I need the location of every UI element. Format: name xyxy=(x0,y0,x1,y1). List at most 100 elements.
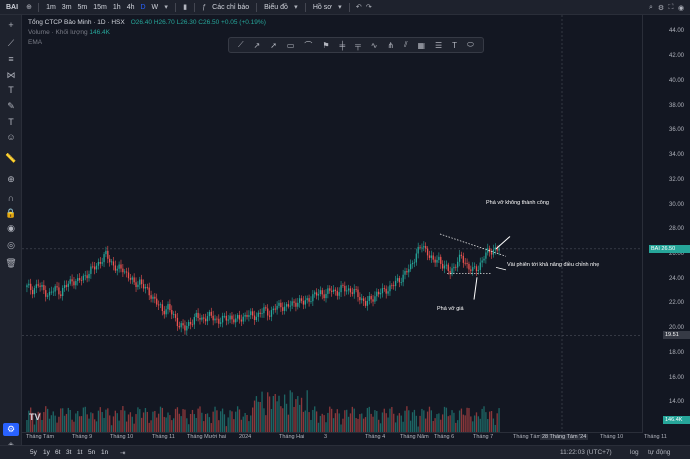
indicators-button[interactable]: Các chỉ báo xyxy=(212,3,250,11)
candle-body xyxy=(278,302,280,306)
volume-bar xyxy=(466,407,468,432)
range-6m[interactable]: 6t xyxy=(55,449,61,456)
interval-1m[interactable]: 1m xyxy=(46,3,56,11)
candle-body xyxy=(144,286,147,289)
volume-bar xyxy=(95,421,98,432)
line-tool-icon[interactable]: ⟋ xyxy=(237,40,244,49)
object-tree-icon[interactable]: ⚙ xyxy=(3,423,19,436)
range-5y[interactable]: 5y xyxy=(30,449,37,456)
volume-bar xyxy=(169,415,171,432)
path-tool-icon[interactable]: ⌒ xyxy=(304,40,313,50)
zoom-in-icon[interactable]: ⊕ xyxy=(7,174,15,184)
range-5d[interactable]: 5n xyxy=(88,449,96,456)
redo-icon[interactable]: ↷ xyxy=(365,4,372,11)
trash-icon[interactable]: 🗑 xyxy=(5,258,17,268)
trendline-icon[interactable]: ⟋ xyxy=(7,38,15,48)
candle-body xyxy=(492,249,495,255)
candle-type-icon[interactable]: ▮ xyxy=(183,4,188,11)
volume-bar xyxy=(206,413,209,432)
x-tick: Tháng 10 xyxy=(600,434,624,440)
range-1y[interactable]: 1y xyxy=(43,449,50,456)
tradingview-logo[interactable]: TV xyxy=(29,412,41,422)
y-tick: 20.00 xyxy=(669,325,685,332)
volume-bar xyxy=(107,408,109,432)
gann-tool-icon[interactable]: ▦ xyxy=(417,40,426,50)
volume-bar xyxy=(240,419,243,432)
crosshair-icon[interactable]: + xyxy=(8,20,14,30)
magnet-icon[interactable]: ∩ xyxy=(7,193,15,203)
interval-4h[interactable]: 4h xyxy=(126,3,135,11)
undo-icon[interactable]: ↶ xyxy=(355,4,362,11)
chevron-down-icon[interactable]: ▾ xyxy=(294,4,298,11)
candle-body xyxy=(86,275,88,279)
rect-tool-icon[interactable]: ▭ xyxy=(286,40,295,50)
search-icon[interactable]: ⌕ xyxy=(649,3,653,11)
emoji-icon[interactable]: ☺ xyxy=(6,132,16,142)
fib-tool-icon[interactable]: ☰ xyxy=(435,40,443,50)
volume-bar xyxy=(325,422,327,432)
pattern-icon[interactable]: ⋈ xyxy=(6,70,16,80)
range-1m[interactable]: 1t xyxy=(77,449,83,456)
crossline-tool-icon[interactable]: ╪ xyxy=(339,40,346,50)
brush-icon[interactable]: ✎ xyxy=(7,101,15,111)
text-tool-icon[interactable]: T xyxy=(8,85,14,95)
channel-tool-icon[interactable]: ⫽ xyxy=(404,40,408,49)
volume-bar xyxy=(351,406,354,432)
interval-15m[interactable]: 15m xyxy=(93,3,107,11)
volume-bar xyxy=(186,418,188,432)
volume-bar xyxy=(334,413,337,432)
interval-3m[interactable]: 3m xyxy=(61,3,72,11)
fib-icon[interactable]: ≡ xyxy=(8,54,14,64)
lock-icon[interactable]: 🔒 xyxy=(5,208,17,218)
range-3m[interactable]: 3t xyxy=(66,449,72,456)
eye-icon[interactable]: ◎ xyxy=(7,240,15,250)
wave-tool-icon[interactable]: ∿ xyxy=(370,40,378,50)
ray-tool-icon[interactable]: ↗ xyxy=(253,40,261,50)
auto-toggle[interactable]: tự động xyxy=(648,449,671,456)
candle-body xyxy=(340,285,342,293)
chart-button[interactable]: Biểu đồ xyxy=(264,3,288,11)
snapshot-icon[interactable]: ◉ xyxy=(677,4,685,12)
candle-body xyxy=(295,302,297,307)
hline-tool-icon[interactable]: ╤ xyxy=(355,40,361,50)
chevron-down-icon[interactable]: ▾ xyxy=(338,4,342,11)
arrow-tool-icon[interactable]: ➚ xyxy=(270,40,277,50)
settings-icon[interactable]: ⚙ xyxy=(657,4,665,12)
interval-1h[interactable]: 1h xyxy=(112,3,121,11)
add-compare-icon[interactable]: ⊕ xyxy=(26,4,32,11)
volume-bar xyxy=(411,412,414,432)
fork-tool-icon[interactable]: ⋔ xyxy=(387,40,395,50)
price-chart[interactable] xyxy=(22,15,642,432)
range-1d[interactable]: 1n xyxy=(101,449,109,456)
volume-bar xyxy=(415,415,417,432)
time-axis[interactable]: Tháng Tám Tháng 9 Tháng 10 Tháng 11 Tháng Mư… xyxy=(22,432,667,445)
annotation-icon[interactable]: T xyxy=(8,117,14,127)
interval-d[interactable]: D xyxy=(140,3,146,11)
ruler-icon[interactable]: 📏 xyxy=(5,153,17,163)
interval-w[interactable]: W xyxy=(151,3,159,11)
chevron-down-icon[interactable]: ▾ xyxy=(164,4,168,11)
price-axis[interactable]: 44.00 42.00 40.00 38.00 36.00 34.00 32.00 30.00… xyxy=(642,15,690,433)
ellipse-tool-icon[interactable]: ⬭ xyxy=(467,40,474,49)
fullscreen-icon[interactable]: ⛶ xyxy=(668,3,674,11)
flag-tool-icon[interactable]: ⚑ xyxy=(322,40,330,50)
candle-body xyxy=(182,323,184,326)
candle-body xyxy=(297,302,299,307)
volume-bar xyxy=(233,419,235,432)
text-tool-icon[interactable]: T xyxy=(452,40,458,50)
volume-bar xyxy=(417,426,419,432)
volume-bar xyxy=(133,423,135,432)
volume-bar xyxy=(372,416,374,432)
candle-body xyxy=(77,278,79,282)
symbol-search[interactable]: BAI xyxy=(6,3,19,11)
hide-icon[interactable]: ◉ xyxy=(7,223,15,233)
candle-body xyxy=(353,289,355,294)
candle-body xyxy=(473,266,476,268)
indicators-icon[interactable]: ƒ xyxy=(202,3,207,11)
profile-button[interactable]: Hồ sơ xyxy=(312,3,332,11)
volume-bar xyxy=(425,418,427,432)
goto-date-icon[interactable]: ⇥ xyxy=(120,450,126,457)
candle-body xyxy=(415,253,417,263)
interval-5m[interactable]: 5m xyxy=(77,3,88,11)
log-toggle[interactable]: log xyxy=(630,449,639,456)
